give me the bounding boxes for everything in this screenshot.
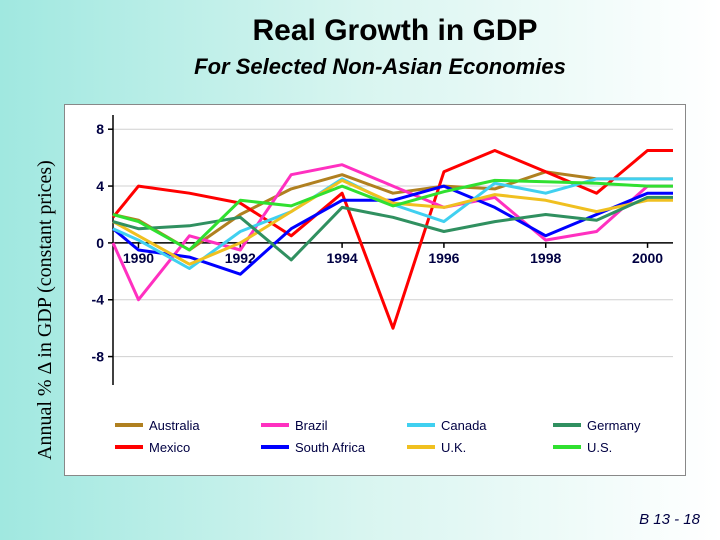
svg-text:1996: 1996 xyxy=(428,250,459,266)
svg-text:-8: -8 xyxy=(92,349,105,365)
svg-text:1998: 1998 xyxy=(530,250,561,266)
svg-text:8: 8 xyxy=(96,121,104,137)
slide-number: B 13 - 18 xyxy=(639,511,700,528)
svg-text:-4: -4 xyxy=(92,292,105,308)
legend-label-u-k-: U.K. xyxy=(441,440,466,455)
legend-label-brazil: Brazil xyxy=(295,418,328,433)
legend-label-australia: Australia xyxy=(149,418,200,433)
svg-text:2000: 2000 xyxy=(632,250,663,266)
legend-label-u-s-: U.S. xyxy=(587,440,612,455)
svg-text:4: 4 xyxy=(96,178,104,194)
line-chart: -8-4048199019921994199619982000Australia… xyxy=(65,105,685,475)
svg-text:0: 0 xyxy=(96,235,104,251)
svg-text:1994: 1994 xyxy=(327,250,358,266)
legend-label-south-africa: South Africa xyxy=(295,440,366,455)
y-axis-label: Annual % Δ in GDP (constant prices) xyxy=(34,160,57,460)
legend-label-canada: Canada xyxy=(441,418,487,433)
chart-container: -8-4048199019921994199619982000Australia… xyxy=(64,104,686,476)
series-brazil xyxy=(113,165,673,300)
page-subtitle: For Selected Non-Asian Economies xyxy=(0,48,720,80)
legend-label-mexico: Mexico xyxy=(149,440,190,455)
legend-label-germany: Germany xyxy=(587,418,641,433)
page-title: Real Growth in GDP xyxy=(0,0,720,48)
